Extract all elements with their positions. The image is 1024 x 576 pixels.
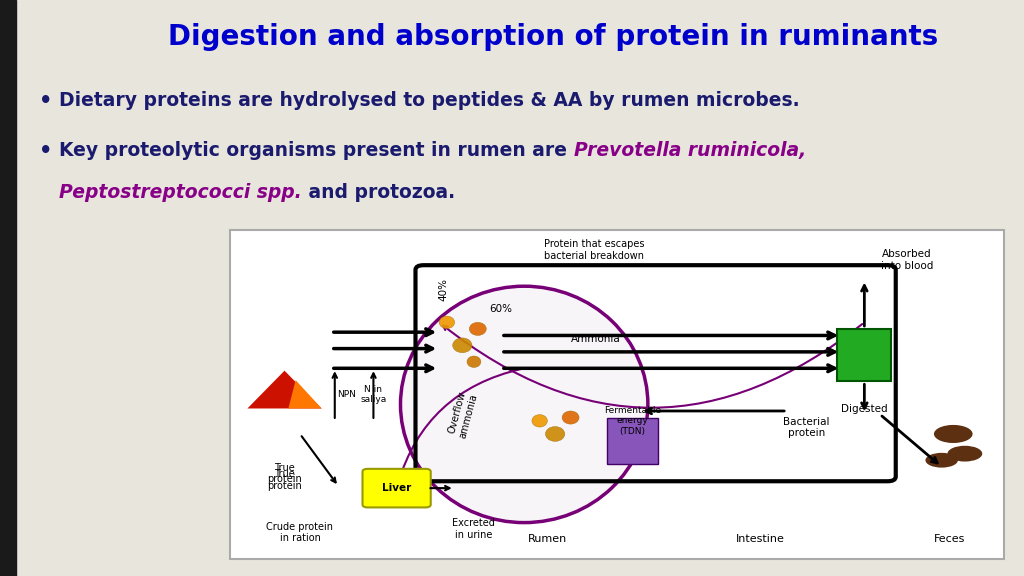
- Text: Ammonia: Ammonia: [570, 334, 621, 344]
- Text: Feces: Feces: [934, 534, 965, 544]
- Text: True
protein: True protein: [267, 469, 302, 491]
- Text: Absorbed
into blood: Absorbed into blood: [881, 249, 933, 271]
- Bar: [0, 0, 16, 576]
- Polygon shape: [289, 380, 322, 408]
- Ellipse shape: [531, 415, 548, 427]
- Ellipse shape: [562, 411, 580, 424]
- Text: 40%: 40%: [438, 278, 449, 301]
- Text: Overflow
ammonia: Overflow ammonia: [446, 389, 478, 439]
- Ellipse shape: [467, 356, 481, 367]
- Ellipse shape: [453, 338, 472, 353]
- Text: Crude protein
in ration: Crude protein in ration: [266, 522, 334, 543]
- Ellipse shape: [926, 453, 957, 468]
- Ellipse shape: [439, 316, 455, 328]
- Text: 60%: 60%: [489, 304, 512, 314]
- Text: and protozoa.: and protozoa.: [302, 184, 456, 202]
- Text: •: •: [39, 91, 52, 111]
- Text: Intestine: Intestine: [735, 534, 784, 544]
- Text: Excreted
in urine: Excreted in urine: [453, 518, 496, 540]
- Text: NPN: NPN: [337, 390, 356, 399]
- Ellipse shape: [469, 323, 486, 335]
- Polygon shape: [248, 371, 322, 408]
- FancyBboxPatch shape: [362, 469, 431, 507]
- Text: •: •: [39, 141, 52, 161]
- Text: Dietary proteins are hydrolysed to peptides & AA by rumen microbes.: Dietary proteins are hydrolysed to pepti…: [59, 92, 800, 110]
- Text: True
protein: True protein: [267, 463, 302, 484]
- Text: N in
saliya: N in saliya: [360, 385, 386, 404]
- Ellipse shape: [947, 446, 982, 461]
- Text: Protein that escapes
bacterial breakdown: Protein that escapes bacterial breakdown: [544, 239, 644, 261]
- Text: Prevotella ruminicola,: Prevotella ruminicola,: [573, 142, 806, 160]
- Text: Bacterial
protein: Bacterial protein: [783, 416, 829, 438]
- Text: Key proteolytic organisms present in rumen are: Key proteolytic organisms present in rum…: [59, 142, 573, 160]
- FancyBboxPatch shape: [607, 418, 657, 464]
- FancyBboxPatch shape: [838, 329, 892, 381]
- Text: Fermentable
energy
(TDN): Fermentable energy (TDN): [604, 406, 660, 435]
- Text: Liver: Liver: [382, 483, 412, 493]
- Text: Peptostreptococci spp.: Peptostreptococci spp.: [59, 184, 302, 202]
- Text: Rumen: Rumen: [527, 534, 567, 544]
- FancyBboxPatch shape: [230, 230, 1004, 559]
- Ellipse shape: [934, 425, 973, 443]
- Text: Digestion and absorption of protein in ruminants: Digestion and absorption of protein in r…: [168, 24, 938, 51]
- Ellipse shape: [400, 286, 648, 522]
- Ellipse shape: [546, 427, 565, 441]
- Text: Digested: Digested: [841, 404, 888, 414]
